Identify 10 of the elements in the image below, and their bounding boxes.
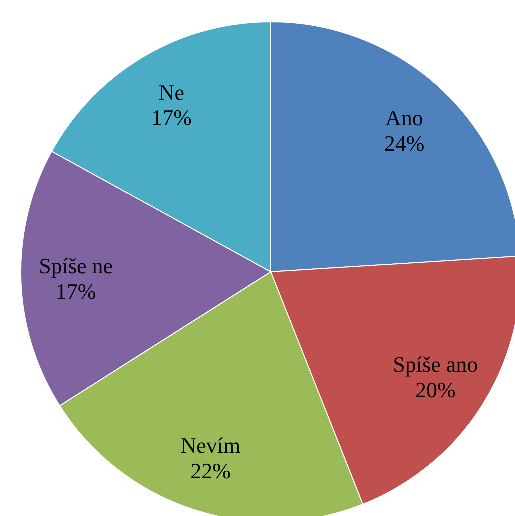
slice-label: Ne (158, 80, 185, 105)
data-label: 22% (190, 458, 231, 484)
slice-label: Ano (386, 105, 424, 130)
data-label: 24% (384, 130, 425, 156)
data-label: 17% (56, 279, 96, 304)
data-label: 17% (152, 105, 192, 130)
data-label: 20% (415, 377, 456, 402)
slice-label: Spíše ne (39, 254, 114, 279)
slice-label: Nevím (180, 433, 241, 458)
slice-label: Spíše ano (393, 352, 478, 378)
